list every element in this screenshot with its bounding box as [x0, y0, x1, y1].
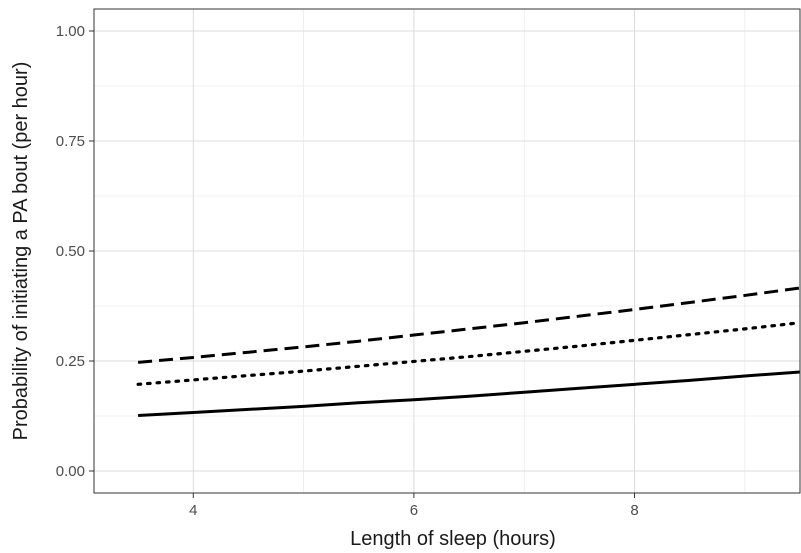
x-tick-label: 4: [189, 502, 197, 519]
x-axis: 4 6 8: [189, 493, 639, 519]
y-tick-label: 0.50: [56, 243, 85, 260]
series-line-dotted: [136, 321, 801, 386]
y-tick-label: 0.00: [56, 463, 85, 480]
series-line-solid: [138, 370, 801, 418]
y-tick-label: 0.25: [56, 353, 85, 370]
series-group: [136, 286, 801, 418]
y-axis-title: Probability of initiating a PA bout (per…: [10, 62, 32, 441]
x-tick-label: 6: [410, 502, 418, 519]
y-axis: 0.00 0.25 0.50 0.75 1.00: [56, 23, 94, 480]
grid-major: [94, 9, 800, 493]
y-tick-label: 0.75: [56, 133, 85, 150]
series-line-dashed: [137, 286, 801, 364]
x-tick-label: 8: [630, 502, 638, 519]
y-tick-label: 1.00: [56, 23, 85, 40]
x-axis-title: Length of sleep (hours): [350, 528, 556, 550]
